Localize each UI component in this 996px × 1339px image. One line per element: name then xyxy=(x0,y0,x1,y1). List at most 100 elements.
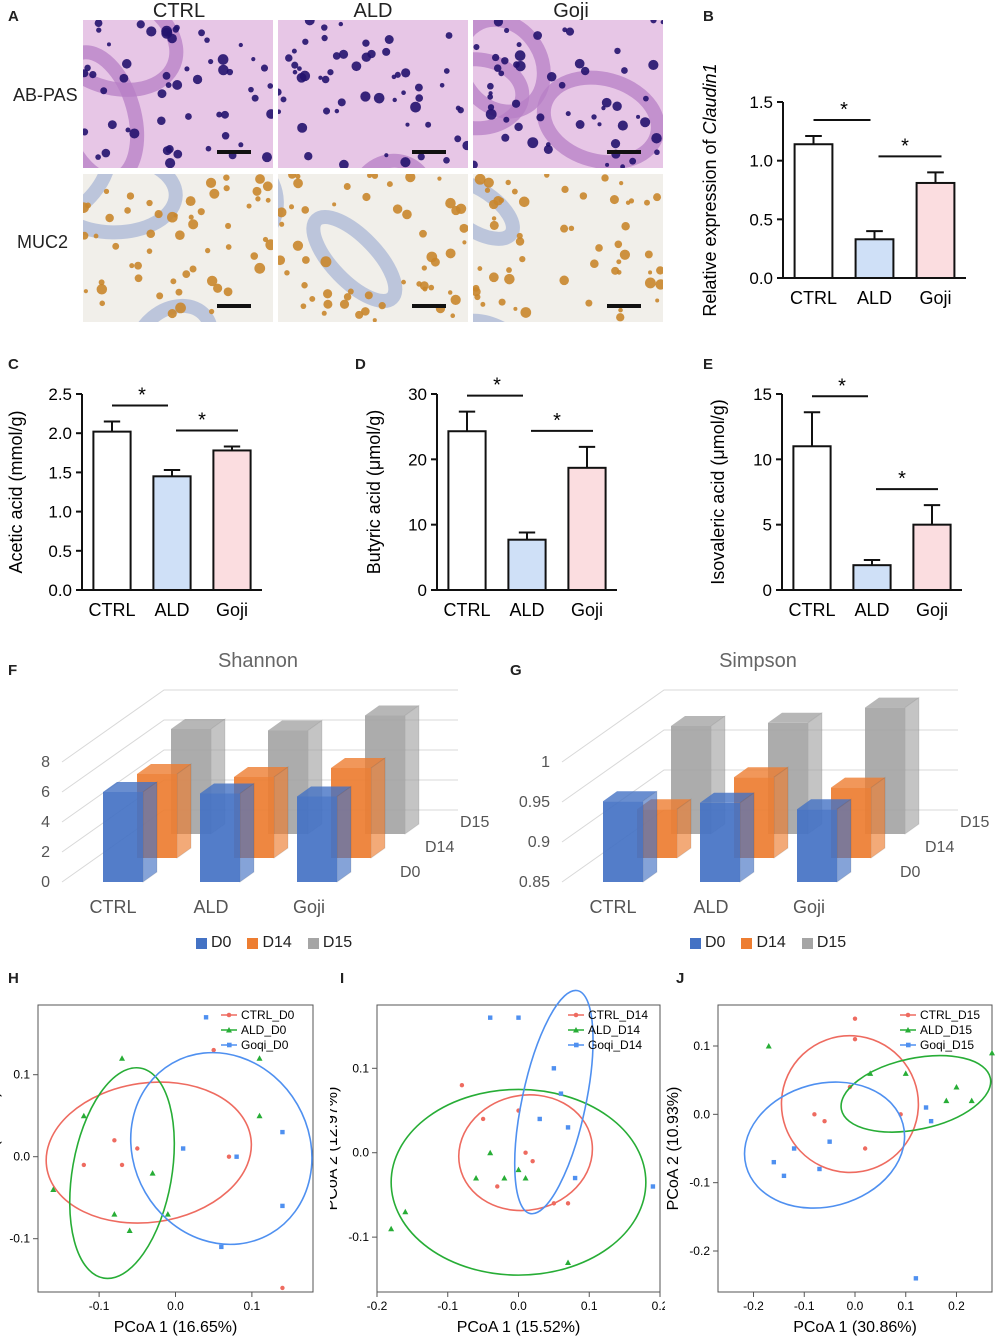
bar-side-d14 xyxy=(676,798,692,859)
abpas-image-goji xyxy=(473,20,663,168)
y-tick-label: -0.1 xyxy=(9,1232,30,1246)
column-label-ctrl: CTRL xyxy=(152,0,206,22)
bar-top-d0 xyxy=(200,783,254,794)
point-ald_d0 xyxy=(164,1211,171,1217)
bar-chart-claudin1: 0.0 0.5 1.0 1.5 CTRL ALD Goji * * Relative expres… xyxy=(700,63,966,317)
goblet-cell xyxy=(185,113,192,120)
goblet-cell xyxy=(162,146,172,156)
goblet-cell xyxy=(318,75,323,80)
x-tick-label: -0.2 xyxy=(743,1299,764,1313)
bar-side-d15 xyxy=(904,696,920,835)
x-tick-label: CTRL xyxy=(589,897,636,917)
goblet-cell xyxy=(299,70,311,82)
legend-swatch-d0 xyxy=(196,937,207,949)
goblet-cell xyxy=(491,216,497,221)
bar-top-d0 xyxy=(603,791,657,802)
bar-ald xyxy=(152,475,192,591)
goblet-cell xyxy=(493,20,504,27)
x-tick-label: 0.0 xyxy=(167,1299,184,1313)
goblet-cell xyxy=(445,32,453,39)
point-ald_d15 xyxy=(943,1097,950,1104)
goblet-cell xyxy=(136,20,145,29)
goblet-cell xyxy=(443,68,450,74)
goblet-cell xyxy=(121,59,132,69)
legend-label: CTRL_D15 xyxy=(920,1008,980,1022)
bar-chart-isovaleric: 0 5 10 15 CTRL ALD Goji * * Isovaleric acid (μmol… xyxy=(708,375,962,620)
confidence-ellipse-goqi_d14 xyxy=(513,989,594,1215)
goblet-cell xyxy=(445,248,456,259)
goblet-cell xyxy=(384,35,394,44)
goblet-cell xyxy=(621,67,628,74)
goblet-cell xyxy=(285,54,293,62)
goblet-cell xyxy=(175,288,183,296)
point-ald_d14 xyxy=(473,1175,480,1181)
goblet-cell xyxy=(291,48,297,54)
row-label-abpas: AB-PAS xyxy=(13,85,78,105)
goblet-cell xyxy=(205,177,217,188)
point-goqi_d14 xyxy=(488,1015,493,1020)
confidence-ellipse-ald_d15 xyxy=(840,1054,992,1133)
goblet-cell xyxy=(484,187,491,193)
goblet-cell xyxy=(485,108,497,120)
point-ctrl_d15 xyxy=(852,1016,858,1021)
y-tick-label: 4 xyxy=(41,814,50,831)
muc2-image-ald xyxy=(278,174,468,322)
bar-ald-d0 xyxy=(200,793,240,882)
goblet-cell xyxy=(292,240,304,251)
goblet-cell xyxy=(392,97,397,103)
point-ctrl_d14 xyxy=(530,1158,535,1164)
bar-top-d14 xyxy=(137,764,191,774)
significance-star: * xyxy=(138,384,146,406)
bar-ald xyxy=(852,564,892,592)
goblet-cell xyxy=(533,31,542,40)
point-goqi_d0 xyxy=(219,1244,224,1250)
goblet-cell xyxy=(655,279,663,290)
legend-label: Goqi_D0 xyxy=(241,1038,289,1052)
goblet-cell xyxy=(170,278,177,285)
y-tick-label: 1.5 xyxy=(48,463,72,482)
goblet-cell xyxy=(337,98,346,107)
bar-top-d15 xyxy=(768,712,822,723)
bar-chart-butyric: 0 10 20 30 CTRL ALD Goji * * Butyric acid (μmol/g… xyxy=(364,375,617,620)
goblet-cell xyxy=(629,157,637,165)
goblet-cell xyxy=(503,116,510,123)
gridline xyxy=(561,729,958,803)
point-goqi_d15 xyxy=(913,1276,919,1281)
point-goqi_d15 xyxy=(827,1139,832,1144)
bar-side-d0 xyxy=(739,791,755,883)
goblet-cell xyxy=(216,111,223,118)
goblet-cell xyxy=(454,135,462,143)
goblet-cell xyxy=(651,132,662,144)
depth-label: D15 xyxy=(960,814,989,831)
y-axis-label: Acetic acid (mmol/g) xyxy=(6,410,26,573)
goblet-cell xyxy=(182,270,191,279)
legend-marker xyxy=(905,1027,911,1033)
goblet-cell xyxy=(197,208,205,216)
goblet-cell xyxy=(617,120,628,131)
column-label-ald: ALD xyxy=(353,0,393,22)
goblet-cell xyxy=(99,300,106,307)
point-ctrl_d14 xyxy=(480,1116,486,1122)
bar-ctrl xyxy=(447,430,487,591)
goblet-cell xyxy=(447,290,453,295)
bar-top-d15 xyxy=(865,697,919,708)
gridline xyxy=(561,769,958,843)
bar-top-d14 xyxy=(831,777,885,788)
y-tick-label: 2 xyxy=(41,844,50,861)
goblet-cell xyxy=(386,181,393,188)
goblet-cell xyxy=(648,270,653,275)
goblet-cell xyxy=(473,44,480,51)
goblet-cell xyxy=(83,69,89,78)
goblet-cell xyxy=(462,140,468,151)
x-tick-label-ctrl: CTRL xyxy=(443,600,490,620)
point-ald_d0 xyxy=(256,1055,263,1061)
goblet-cell xyxy=(565,111,571,117)
goblet-cell xyxy=(262,236,269,243)
goblet-cell xyxy=(339,159,349,168)
legend-label: ALD_D15 xyxy=(920,1023,972,1037)
y-tick-label: 2.5 xyxy=(48,385,72,404)
panel-label-i: I xyxy=(340,970,345,987)
bar-goji xyxy=(212,449,252,591)
goblet-cell xyxy=(455,105,461,111)
goblet-cell xyxy=(362,192,371,202)
